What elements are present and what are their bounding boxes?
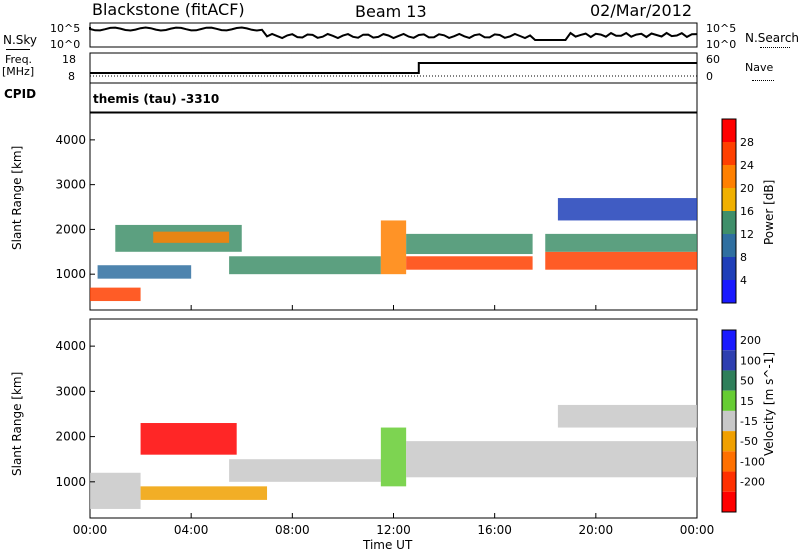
power-colorbar-label: Power [dB] [762,179,776,245]
colorbar-power-cell-7 [722,280,736,303]
ytick-label-velocity-3: 4000 [55,339,86,353]
noise-sky-trace [89,26,698,41]
colorbar-velocity-cell-5 [722,431,736,452]
colorbar-velocity-cell-8 [722,491,736,512]
band-power-7 [406,233,533,255]
cpid-label: CPID [4,87,37,101]
xtick-label-6: 00:00 [680,523,715,537]
xtick-label-5: 20:00 [579,523,614,537]
band-velocity-3 [229,459,381,482]
colorbar-power-tick-4: 20 [740,182,754,195]
ytick-label-power-2: 3000 [55,178,86,192]
ytick-label-velocity-2: 3000 [55,384,86,398]
band-power-5 [380,220,407,275]
power-ylabel: Slant Range [km] [10,145,24,250]
frequency-trace [90,62,697,74]
band-velocity-4 [380,427,407,487]
cpid-value: themis (tau) -3310 [93,92,220,106]
band-power-1 [97,265,192,279]
xlabel: Time UT [363,538,413,552]
xtick-label-4: 16:00 [477,523,512,537]
xtick-label-0: 00:00 [73,523,108,537]
colorbar-velocity-tick-1: 100 [740,354,761,367]
xtick-label-2: 08:00 [275,523,310,537]
date-label: 02/Mar/2012 [590,1,693,20]
freq-tick-top: 18 [62,53,76,66]
band-velocity-0 [90,472,141,509]
colorbar-velocity-tick-3: 15 [740,395,754,408]
noise-tick-bottom-left: 10^0 [50,38,81,51]
freq-tick-bottom: 8 [68,70,75,83]
band-power-3 [153,231,230,243]
band-power-9 [545,233,697,252]
colorbar-power-cell-5 [722,234,736,257]
colorbar-velocity-cell-2 [722,370,736,391]
velocity-colorbar-label: Velocity [m s^-1] [762,351,776,456]
colorbar-velocity-tick-7: -200 [740,476,765,489]
colorbar-velocity-cell-4 [722,410,736,432]
ytick-label-power-3: 4000 [55,133,86,147]
colorbar-power-cell-3 [722,188,736,211]
nave-label: Nave [745,61,774,74]
colorbar-velocity-tick-5: -50 [740,435,758,448]
colorbar-power-cell-6 [722,257,736,280]
colorbar-velocity-cell-3 [722,390,736,411]
colorbar-power-cell-2 [722,165,736,188]
freq-label: Freq. [5,53,33,66]
colorbar-velocity-tick-6: -100 [740,455,765,468]
colorbar-power-tick-5: 24 [740,159,754,172]
freq-unit: [MHz] [2,65,35,78]
ytick-label-velocity-1: 2000 [55,430,86,444]
colorbar-velocity-cell-1 [722,350,736,371]
noise-tick-top-right: 10^5 [706,22,737,35]
colorbar-velocity-cell-0 [722,330,736,351]
colorbar-power-cell-4 [722,211,736,234]
nave-legend-line [752,80,774,81]
colorbar-velocity-tick-0: 200 [740,334,761,347]
noise-tick-bottom-right: 10^0 [706,38,737,51]
band-power-6 [406,256,533,270]
band-power-4 [229,256,381,275]
colorbar-velocity-tick-4: -15 [740,415,758,428]
velocity-ylabel: Slant Range [km] [10,371,24,476]
colorbar-power-tick-6: 28 [740,136,754,149]
band-power-8 [545,251,697,270]
ytick-label-velocity-0: 1000 [55,475,86,489]
site-title: Blackstone (fitACF) [92,0,245,19]
nsearch-legend-line [760,47,790,48]
band-power-0 [90,287,141,302]
colorbar-power-frame [721,118,737,304]
colorbar-velocity-frame [721,329,737,513]
colorbar-power-tick-2: 12 [740,228,754,241]
colorbar-power-tick-0: 4 [740,274,747,287]
nave-tick-top: 60 [706,53,720,66]
band-velocity-5 [406,441,697,478]
nsky-legend-line [6,49,30,50]
xtick-label-1: 04:00 [174,523,209,537]
beam-label: Beam 13 [355,2,427,21]
xtick-label-3: 12:00 [376,523,411,537]
colorbar-velocity-tick-2: 50 [740,375,754,388]
nsearch-label: N.Search [745,31,800,45]
band-velocity-2 [140,486,268,500]
nsky-label: N.Sky [3,33,38,47]
colorbar-velocity-cell-7 [722,471,736,492]
noise-tick-top-left: 10^5 [50,22,81,35]
ytick-label-power-1: 2000 [55,222,86,236]
colorbar-power-cell-1 [722,142,736,165]
colorbar-velocity-cell-6 [722,451,736,472]
colorbar-power-cell-0 [722,119,736,142]
nave-tick-bottom: 0 [706,70,713,83]
band-velocity-6 [557,404,697,428]
colorbar-power-tick-3: 16 [740,205,754,218]
band-velocity-1 [140,423,237,455]
colorbar-power-tick-1: 8 [740,251,747,264]
band-power-10 [557,198,697,221]
ytick-label-power-0: 1000 [55,267,86,281]
